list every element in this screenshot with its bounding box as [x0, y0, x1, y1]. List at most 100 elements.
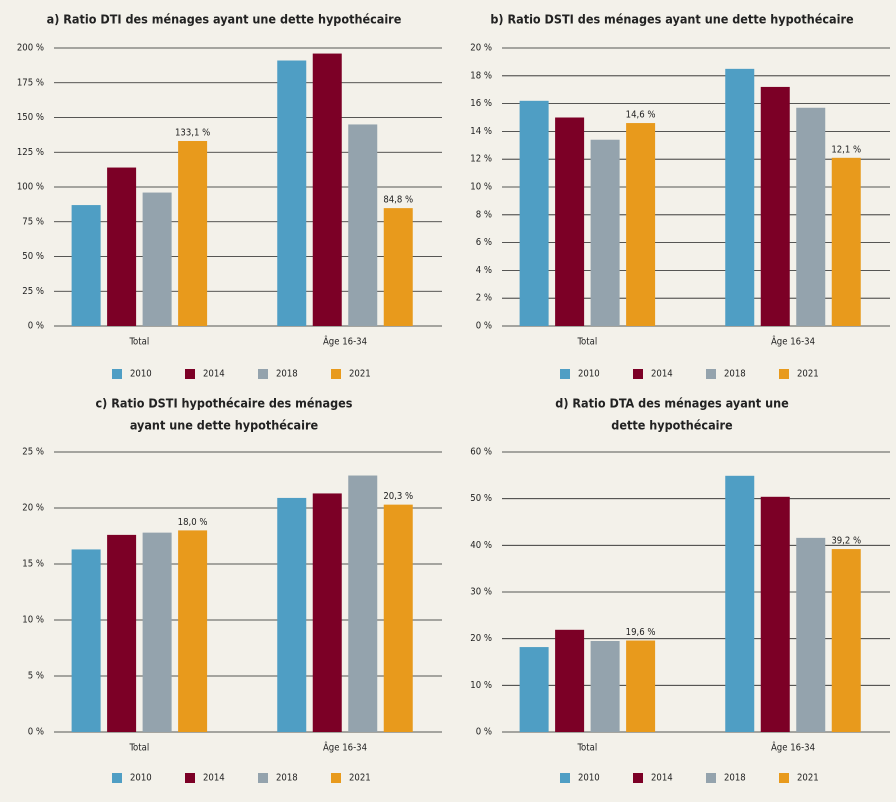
chart-title: a) Ratio DTI des ménages ayant une dette…: [47, 12, 402, 27]
legend-swatch: [633, 369, 643, 379]
y-tick-label: 30 %: [470, 587, 492, 598]
bar: [348, 475, 378, 732]
y-tick-label: 175 %: [17, 77, 44, 88]
y-tick-label: 2 %: [476, 293, 492, 304]
bar: [312, 53, 342, 327]
y-tick-label: 18 %: [470, 70, 492, 81]
y-tick-label: 125 %: [17, 147, 44, 158]
y-tick-label: 20 %: [22, 503, 44, 514]
x-tick-label: Âge 16-34: [323, 742, 367, 754]
legend-swatch: [706, 773, 716, 783]
legend-swatch: [331, 773, 341, 783]
y-tick-label: 150 %: [17, 112, 44, 123]
legend-label: 2021: [349, 369, 371, 380]
x-tick-label: Total: [128, 337, 149, 348]
y-tick-label: 15 %: [22, 559, 44, 570]
legend-label: 2014: [203, 369, 225, 380]
legend-swatch: [779, 773, 789, 783]
legend-swatch: [331, 369, 341, 379]
y-tick-label: 25 %: [22, 286, 44, 297]
y-tick-label: 20 %: [470, 43, 492, 54]
bar: [796, 537, 826, 732]
data-label: 39,2 %: [831, 536, 861, 547]
x-tick-label: Total: [576, 337, 597, 348]
x-tick-label: Âge 16-34: [323, 336, 367, 348]
bar: [107, 167, 137, 326]
y-tick-label: 0 %: [28, 321, 44, 332]
y-tick-label: 25 %: [22, 447, 44, 458]
x-tick-label: Âge 16-34: [771, 742, 815, 754]
data-label: 19,6 %: [626, 627, 656, 638]
chart-title: c) Ratio DSTI hypothécaire des ménages: [96, 396, 353, 411]
legend-swatch: [185, 773, 195, 783]
y-tick-label: 75 %: [22, 216, 44, 227]
bar: [725, 475, 755, 732]
legend-label: 2010: [130, 773, 152, 784]
legend-label: 2018: [276, 369, 298, 380]
bar: [760, 496, 790, 732]
y-tick-label: 100 %: [17, 182, 44, 193]
y-tick-label: 200 %: [17, 43, 44, 54]
legend-swatch: [706, 369, 716, 379]
bar: [590, 139, 620, 326]
y-tick-label: 16 %: [470, 98, 492, 109]
legend-label: 2021: [349, 773, 371, 784]
legend-label: 2010: [130, 369, 152, 380]
bar: [178, 140, 208, 326]
x-tick-label: Âge 16-34: [771, 336, 815, 348]
x-tick-label: Total: [576, 743, 597, 754]
bar: [831, 549, 861, 732]
y-tick-label: 10 %: [470, 680, 492, 691]
legend-swatch: [633, 773, 643, 783]
y-tick-label: 0 %: [476, 727, 492, 738]
chart-title: ayant une dette hypothécaire: [130, 418, 319, 433]
data-label: 133,1 %: [175, 127, 210, 138]
y-tick-label: 0 %: [476, 321, 492, 332]
bar: [107, 534, 137, 732]
data-label: 20,3 %: [383, 491, 413, 502]
bar: [519, 647, 549, 732]
legend-swatch: [258, 369, 268, 379]
bar: [277, 497, 307, 732]
bar: [71, 549, 101, 732]
bar: [831, 157, 861, 326]
y-tick-label: 10 %: [22, 615, 44, 626]
bar: [626, 123, 656, 326]
y-tick-label: 4 %: [476, 265, 492, 276]
bar: [760, 86, 790, 326]
bar: [383, 504, 413, 732]
y-tick-label: 8 %: [476, 209, 492, 220]
bar: [142, 532, 172, 732]
legend-swatch: [112, 773, 122, 783]
bar: [142, 192, 172, 326]
bar: [312, 493, 342, 732]
legend-label: 2021: [797, 369, 819, 380]
data-label: 12,1 %: [831, 144, 861, 155]
bar: [626, 640, 656, 732]
y-tick-label: 20 %: [470, 633, 492, 644]
y-tick-label: 12 %: [470, 154, 492, 165]
bar: [71, 205, 101, 326]
legend-label: 2021: [797, 773, 819, 784]
legend-swatch: [112, 369, 122, 379]
legend-label: 2014: [651, 369, 673, 380]
legend-swatch: [560, 773, 570, 783]
y-tick-label: 60 %: [470, 447, 492, 458]
y-tick-label: 0 %: [28, 727, 44, 738]
legend-label: 2014: [203, 773, 225, 784]
legend-label: 2010: [578, 369, 600, 380]
legend-swatch: [258, 773, 268, 783]
bar: [555, 117, 585, 326]
legend-label: 2018: [276, 773, 298, 784]
x-tick-label: Total: [128, 743, 149, 754]
bar: [796, 107, 826, 327]
legend-swatch: [779, 369, 789, 379]
bar: [725, 68, 755, 326]
bar: [519, 100, 549, 326]
data-label: 14,6 %: [626, 110, 656, 121]
bar: [383, 208, 413, 326]
y-tick-label: 50 %: [22, 251, 44, 262]
chart-title: b) Ratio DSTI des ménages ayant une dett…: [490, 12, 854, 27]
